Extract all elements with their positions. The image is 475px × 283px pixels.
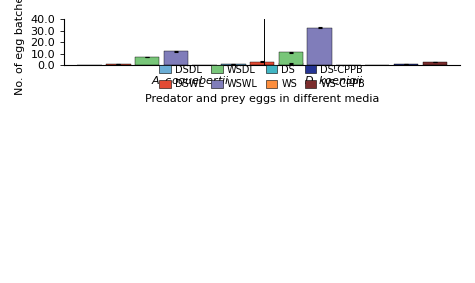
Bar bbox=[135, 57, 159, 65]
Legend: DSDL, DSWL, WSDL, WSWL, DS, WS, DS-CPPB, WS-CPPB: DSDL, DSWL, WSDL, WSWL, DS, WS, DS-CPPB,… bbox=[155, 61, 369, 93]
Bar bbox=[221, 64, 246, 65]
Bar bbox=[423, 62, 447, 65]
Bar bbox=[106, 64, 131, 65]
X-axis label: Predator and prey eggs in different media: Predator and prey eggs in different medi… bbox=[145, 94, 380, 104]
Y-axis label: No. of egg batches: No. of egg batches bbox=[15, 0, 25, 95]
Bar bbox=[279, 63, 303, 65]
Bar bbox=[307, 28, 332, 65]
Bar bbox=[394, 64, 418, 65]
Bar bbox=[163, 51, 188, 65]
Bar bbox=[250, 62, 275, 65]
Bar bbox=[279, 52, 303, 65]
